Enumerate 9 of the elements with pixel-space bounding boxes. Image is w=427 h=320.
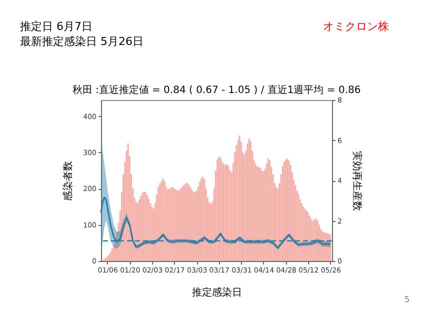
- text: 最新推定感染日 5月26日: [20, 35, 144, 48]
- x-axis-title: 推定感染日: [192, 286, 242, 298]
- y2-axis-title: 実効再生産数: [350, 151, 363, 211]
- y-axis-title: 感染者数: [62, 161, 74, 201]
- text: 5: [404, 295, 410, 304]
- line-series: [100, 196, 332, 249]
- text: オミクロン株: [323, 20, 389, 33]
- chart-title: 秋田 :直近推定値 = 0.84 ( 0.67 - 1.05 ) / 直近1週平均 = 0.86: [72, 84, 361, 96]
- text: 推定日 6月7日: [20, 20, 92, 33]
